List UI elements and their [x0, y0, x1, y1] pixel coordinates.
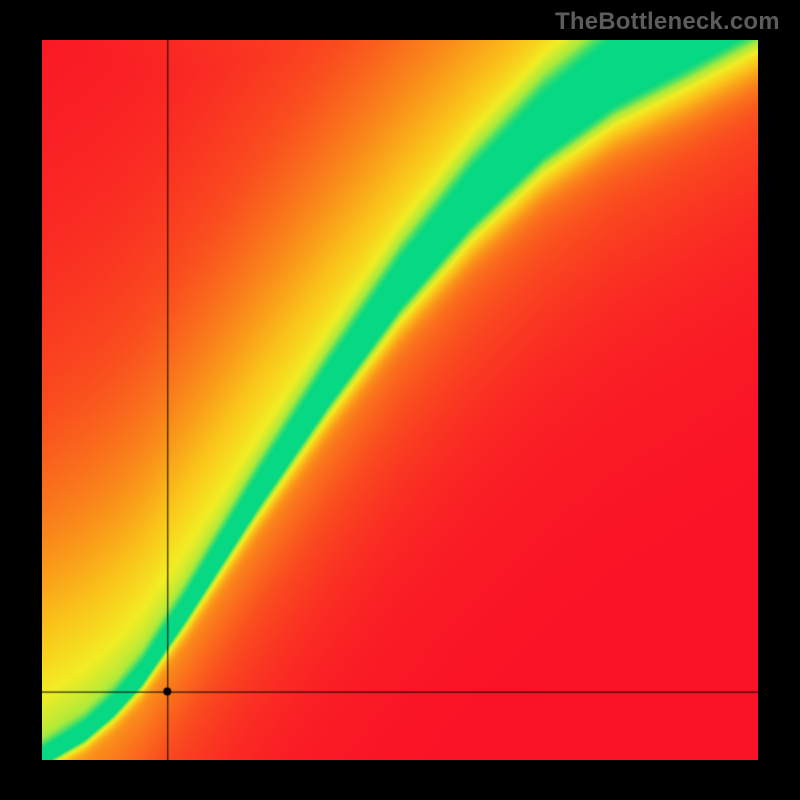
chart-frame: TheBottleneck.com [0, 0, 800, 800]
bottleneck-heatmap [42, 40, 758, 760]
watermark-text: TheBottleneck.com [555, 8, 780, 36]
